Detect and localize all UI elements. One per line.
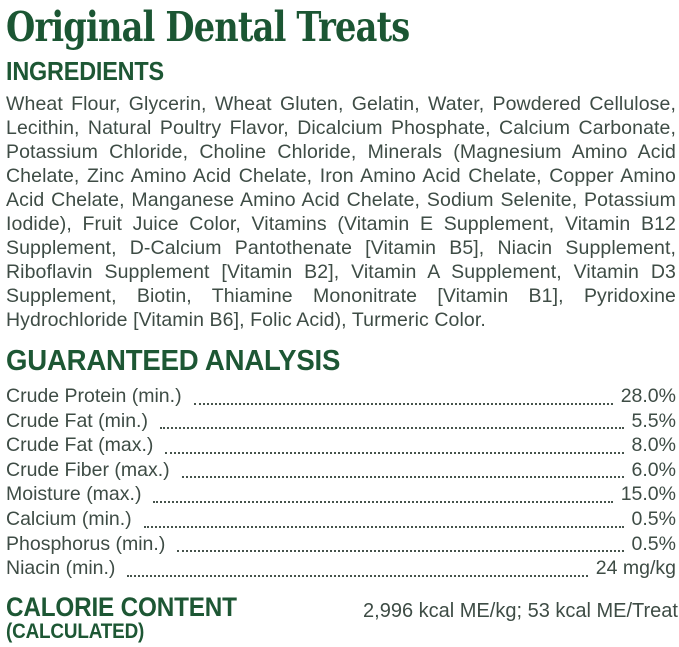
ingredients-text: Wheat Flour, Glycerin, Wheat Gluten, Gel… [6, 93, 676, 331]
analysis-row-value: 8.0% [631, 434, 676, 457]
calorie-heading-block: CALORIE CONTENT (CALCULATED) [6, 591, 263, 643]
page-title: Original Dental Treats [6, 3, 410, 51]
analysis-row: Crude Fat (min.) 5.5% [6, 410, 676, 435]
analysis-row: Niacin (min.) 24 mg/kg [6, 557, 676, 582]
dot-leader [165, 451, 624, 454]
dot-leader [193, 402, 613, 405]
calorie-content-heading: CALORIE CONTENT [6, 591, 237, 622]
analysis-row-label: Phosphorus (min.) [6, 532, 166, 555]
analysis-row-value: 6.0% [631, 458, 676, 481]
dot-leader [159, 427, 624, 430]
analysis-row-label: Crude Fat (min.) [6, 409, 148, 432]
analysis-row-value: 0.5% [631, 532, 676, 555]
analysis-row-value: 28.0% [620, 385, 676, 407]
calorie-content-section: CALORIE CONTENT (CALCULATED) 2,996 kcal … [6, 591, 678, 643]
dot-leader [177, 550, 624, 553]
analysis-row: Phosphorus (min.) 0.5% [6, 533, 676, 558]
dot-leader [181, 476, 624, 479]
analysis-row-value: 5.5% [631, 409, 676, 432]
analysis-row-value: 24 mg/kg [595, 557, 676, 580]
guaranteed-analysis-heading: GUARANTEED ANALYSIS [6, 345, 341, 377]
analysis-row-label: Crude Fat (max.) [6, 434, 154, 457]
dot-leader [153, 500, 613, 503]
calorie-value: 2,996 kcal ME/kg; 53 kcal ME/Treat [363, 599, 678, 622]
analysis-row-label: Moisture (max.) [6, 483, 142, 506]
dot-leader [127, 574, 588, 577]
analysis-row-label: Niacin (min.) [6, 557, 116, 580]
analysis-row: Crude Protein (min.) 28.0% [6, 385, 676, 410]
guaranteed-analysis-table: Crude Protein (min.) 28.0% Crude Fat (mi… [6, 385, 676, 582]
analysis-row: Calcium (min.) 0.5% [6, 508, 676, 533]
analysis-row-label: Crude Fiber (max.) [6, 458, 170, 481]
analysis-row: Crude Fat (max.) 8.0% [6, 434, 676, 459]
analysis-row-value: 15.0% [620, 483, 676, 506]
analysis-row: Moisture (max.) 15.0% [6, 483, 676, 508]
dot-leader [143, 525, 624, 528]
calorie-calculated-subheading: (CALCULATED) [6, 619, 145, 643]
analysis-row: Crude Fiber (max.) 6.0% [6, 459, 676, 484]
analysis-row-label: Calcium (min.) [6, 507, 132, 530]
ingredients-heading: INGREDIENTS [6, 56, 164, 86]
analysis-row-value: 0.5% [631, 507, 676, 530]
analysis-row-label: Crude Protein (min.) [6, 385, 182, 407]
